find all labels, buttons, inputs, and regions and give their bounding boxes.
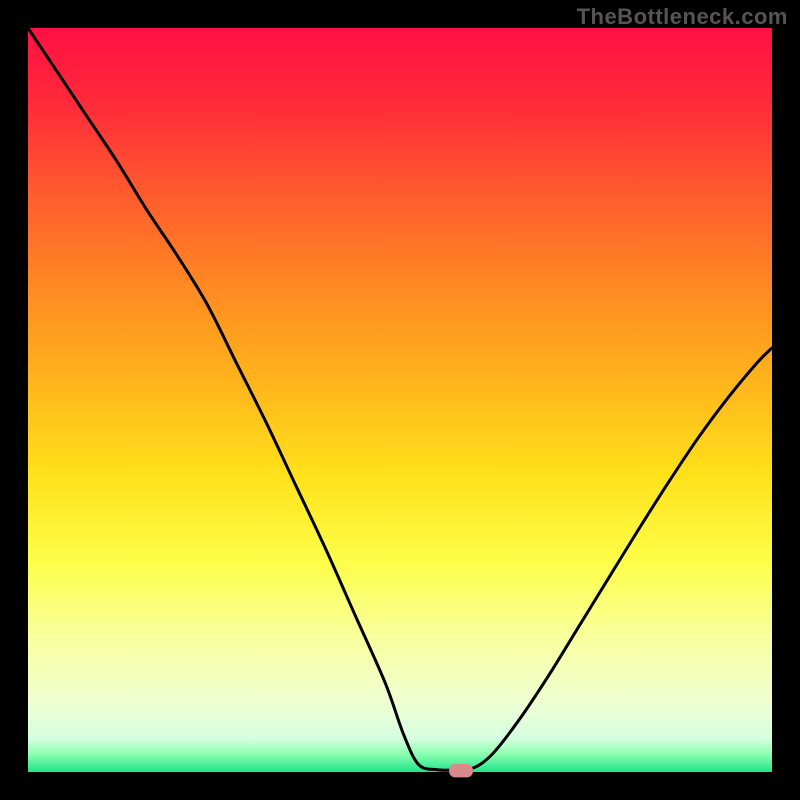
plot-frame	[0, 0, 800, 800]
chart-root: TheBottleneck.com	[0, 0, 800, 800]
bottleneck-curve-chart	[0, 0, 800, 800]
watermark-label: TheBottleneck.com	[577, 4, 788, 30]
optimum-marker	[449, 764, 473, 777]
chart-background	[28, 28, 772, 772]
